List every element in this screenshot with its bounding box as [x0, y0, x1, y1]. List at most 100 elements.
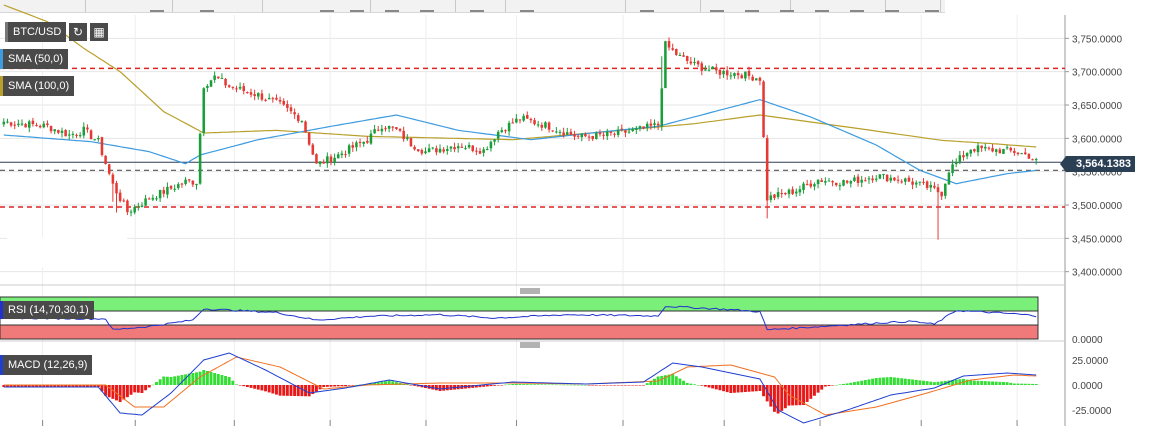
- sma100-line: [3, 4, 1037, 148]
- rsi-label[interactable]: RSI (14,70,30,1): [0, 301, 94, 319]
- toolbar-separator: [940, 0, 941, 12]
- macd-histogram-bar: [529, 384, 533, 385]
- macd-histogram-bar: [725, 385, 729, 393]
- candle-up: [464, 148, 467, 150]
- pane-splitter-1[interactable]: [520, 288, 540, 294]
- candle-down: [111, 174, 115, 184]
- tool-icon[interactable]: [925, 1, 939, 12]
- macd-histogram-bar: [765, 385, 769, 402]
- macd-histogram-bar: [482, 385, 486, 387]
- macd-label[interactable]: MACD (12,26,9): [0, 355, 93, 375]
- macd-histogram-bar: [1005, 382, 1009, 385]
- tool-icon[interactable]: [385, 1, 399, 12]
- macd-histogram-bar: [631, 385, 635, 386]
- candle-up: [500, 130, 504, 132]
- candle-up: [904, 178, 907, 182]
- tool-icon[interactable]: [640, 1, 654, 12]
- macd-histogram-bar: [518, 384, 522, 385]
- macd-histogram-bar: [493, 385, 497, 386]
- tool-icon[interactable]: [520, 1, 534, 12]
- macd-histogram-bar: [191, 373, 195, 385]
- tool-icon[interactable]: [320, 1, 334, 12]
- candle-up: [144, 198, 147, 206]
- macd-histogram-bar: [496, 385, 500, 386]
- macd-histogram-bar: [1020, 383, 1024, 385]
- macd-histogram-bar: [605, 385, 609, 386]
- macd-histogram-bar: [140, 385, 144, 393]
- macd-histogram-bar: [696, 385, 700, 386]
- symbol-label[interactable]: BTC/USD: [5, 22, 67, 42]
- candle-down: [642, 126, 645, 129]
- candle-down: [845, 180, 849, 183]
- tool-icon[interactable]: [815, 1, 829, 12]
- tool-icon[interactable]: [350, 1, 364, 12]
- tool-icon[interactable]: [885, 1, 899, 12]
- candle-up: [42, 123, 46, 128]
- tool-icon[interactable]: [200, 1, 214, 12]
- price-tick-label: 3,750.0000: [1072, 34, 1122, 45]
- tool-icon[interactable]: [780, 1, 794, 12]
- macd-histogram-bar: [878, 377, 882, 385]
- candle-up: [27, 121, 31, 128]
- candle-down: [987, 147, 991, 149]
- candle-up: [456, 146, 460, 149]
- candle-down: [329, 156, 333, 163]
- macd-histogram-bar: [714, 385, 718, 390]
- macd-histogram-bar: [609, 385, 613, 386]
- candle-up: [958, 155, 962, 162]
- macd-histogram-bar: [216, 374, 220, 385]
- candle-up: [838, 185, 842, 187]
- macd-histogram-bar: [743, 385, 747, 392]
- candle-up: [97, 138, 100, 140]
- macd-histogram-bar: [540, 384, 544, 385]
- macd-histogram-bar: [634, 385, 638, 386]
- candle-down: [264, 99, 267, 101]
- candle-down: [809, 183, 813, 187]
- candle-down: [780, 193, 783, 195]
- candle-up: [355, 142, 358, 148]
- macd-histogram-bar: [736, 385, 740, 393]
- candle-down: [856, 176, 860, 183]
- macd-histogram-bar: [972, 380, 976, 385]
- tool-icon[interactable]: [850, 1, 864, 12]
- macd-histogram-bar: [958, 379, 962, 385]
- macd-histogram-bar: [932, 382, 936, 385]
- candle-down: [296, 115, 300, 122]
- macd-histogram-bar: [882, 377, 885, 385]
- tool-icon[interactable]: [420, 1, 434, 12]
- macd-histogram-bar: [347, 385, 351, 386]
- refresh-icon[interactable]: ↻: [69, 23, 87, 41]
- macd-histogram-bar: [336, 385, 340, 387]
- macd-histogram-bar: [754, 385, 758, 392]
- candle-up: [489, 141, 493, 149]
- macd-histogram-bar: [718, 385, 722, 391]
- macd-histogram-bar: [278, 385, 282, 396]
- macd-histogram-bar: [663, 375, 667, 385]
- tool-icon[interactable]: [745, 1, 759, 12]
- toolbar-separator: [455, 0, 456, 12]
- candle-up: [729, 75, 733, 77]
- macd-histogram-bar: [863, 380, 867, 385]
- macd-histogram-bar: [504, 384, 507, 386]
- candle-up: [53, 129, 56, 132]
- tool-icon[interactable]: [710, 1, 724, 12]
- price-tick-label: 3,500.0000: [1072, 201, 1122, 212]
- pane-splitter-2[interactable]: [520, 342, 540, 348]
- sma50-label[interactable]: SMA (50,0): [0, 49, 69, 69]
- macd-histogram-bar: [562, 384, 566, 386]
- tool-icon[interactable]: [150, 1, 164, 12]
- candle-down: [435, 148, 438, 153]
- candle-up: [645, 123, 649, 128]
- macd-histogram-bar: [547, 384, 551, 385]
- tool-icon[interactable]: [470, 1, 484, 12]
- macd-histogram-bar: [852, 382, 856, 385]
- macd-histogram-bar: [674, 376, 678, 385]
- candle-down: [1027, 153, 1031, 159]
- sma100-label[interactable]: SMA (100,0): [0, 76, 75, 96]
- macd-histogram-bar: [1009, 382, 1013, 385]
- candle-down: [1009, 147, 1013, 151]
- candle-up: [82, 126, 86, 136]
- toolbar-separator: [172, 0, 173, 12]
- calculator-icon[interactable]: ▦: [90, 23, 108, 41]
- candle-up: [424, 151, 427, 154]
